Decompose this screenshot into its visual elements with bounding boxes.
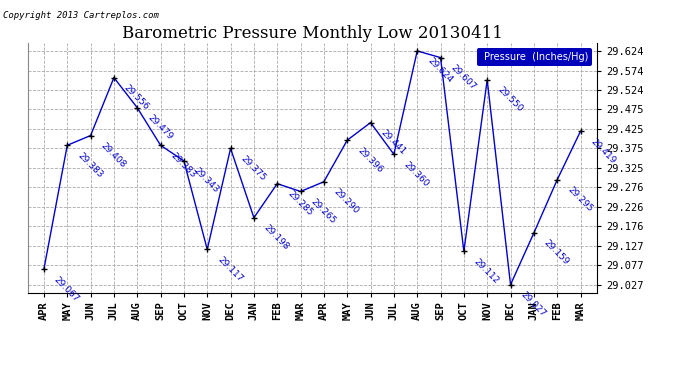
Text: 29.360: 29.360: [402, 160, 431, 189]
Legend: Pressure  (Inches/Hg): Pressure (Inches/Hg): [477, 48, 592, 66]
Text: 29.265: 29.265: [309, 197, 337, 226]
Text: 29.295: 29.295: [566, 185, 594, 214]
Text: 29.383: 29.383: [169, 151, 197, 180]
Text: 29.375: 29.375: [239, 154, 268, 183]
Text: 29.479: 29.479: [146, 113, 174, 142]
Text: 29.159: 29.159: [542, 238, 571, 267]
Text: 29.556: 29.556: [122, 83, 151, 112]
Text: 29.112: 29.112: [472, 257, 501, 285]
Text: 29.343: 29.343: [193, 166, 221, 195]
Text: 29.383: 29.383: [76, 151, 104, 180]
Text: 29.067: 29.067: [52, 274, 81, 303]
Text: 29.396: 29.396: [355, 146, 384, 174]
Text: Copyright 2013 Cartreplos.com: Copyright 2013 Cartreplos.com: [3, 11, 159, 20]
Text: 29.198: 29.198: [262, 223, 291, 252]
Text: 29.607: 29.607: [449, 63, 477, 92]
Text: 29.441: 29.441: [379, 128, 407, 157]
Text: 29.624: 29.624: [426, 57, 454, 85]
Title: Barometric Pressure Monthly Low 20130411: Barometric Pressure Monthly Low 20130411: [122, 25, 502, 42]
Text: 29.117: 29.117: [215, 255, 244, 284]
Text: 29.285: 29.285: [286, 189, 314, 218]
Text: 29.408: 29.408: [99, 141, 128, 170]
Text: 29.027: 29.027: [519, 290, 547, 319]
Text: 29.550: 29.550: [495, 86, 524, 114]
Text: 29.419: 29.419: [589, 137, 618, 165]
Text: 29.290: 29.290: [332, 187, 361, 216]
